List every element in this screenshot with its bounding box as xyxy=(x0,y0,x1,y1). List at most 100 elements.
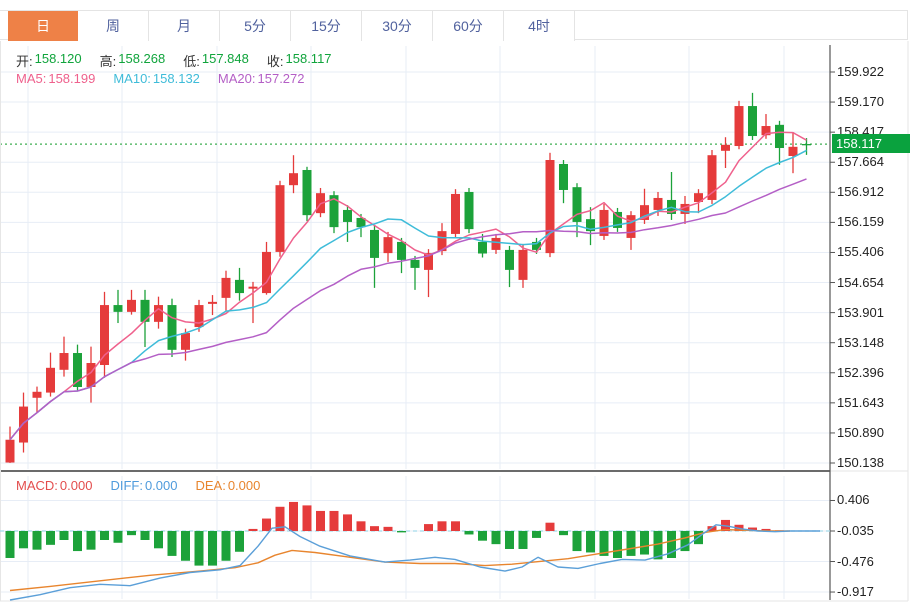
candle-body xyxy=(140,299,150,322)
macd-bar xyxy=(140,531,150,540)
macd-bar xyxy=(208,531,217,566)
candle-body xyxy=(329,195,339,228)
tab-5min[interactable]: 5分 xyxy=(220,11,291,41)
tab-day[interactable]: 日 xyxy=(8,11,78,41)
tab-month[interactable]: 月 xyxy=(149,11,220,41)
candle-body xyxy=(181,333,190,350)
ma10-line xyxy=(9,149,807,441)
macd-bar xyxy=(343,514,352,531)
candle-body xyxy=(464,191,474,230)
macd-bar xyxy=(397,531,406,533)
candle-body xyxy=(788,146,798,157)
macd-bar xyxy=(73,531,82,552)
tab-60min[interactable]: 60分 xyxy=(433,11,504,41)
candle-body xyxy=(775,124,784,149)
macd-bar xyxy=(437,521,447,531)
macd-bar xyxy=(248,528,258,531)
macd-bar xyxy=(626,531,636,556)
candle-body xyxy=(640,205,649,220)
candle-body xyxy=(694,193,703,202)
candle-body xyxy=(127,299,136,312)
candle-body xyxy=(505,249,514,270)
macd-bar xyxy=(86,531,96,550)
macd-bar xyxy=(127,531,136,536)
tab-4hour[interactable]: 4时 xyxy=(504,11,575,41)
macd-bar xyxy=(478,531,487,541)
candle-body xyxy=(113,305,123,312)
candle-body xyxy=(410,259,420,268)
candle-body xyxy=(572,187,582,222)
candle-body xyxy=(437,231,447,252)
macd-bar xyxy=(532,531,541,538)
macd-bar xyxy=(59,531,69,540)
candle-body xyxy=(154,305,163,322)
macd-bar xyxy=(707,526,717,531)
candle-body xyxy=(586,219,595,232)
candle-body xyxy=(208,301,217,304)
macd-bar xyxy=(262,518,271,531)
candle-body xyxy=(721,144,730,151)
candle-body xyxy=(653,197,663,210)
candle-body xyxy=(86,363,96,387)
candle-body xyxy=(545,159,555,254)
candle-body xyxy=(599,209,609,236)
candle-body xyxy=(370,229,379,258)
macd-bar xyxy=(613,531,622,558)
macd-bar xyxy=(221,531,231,561)
macd-bar xyxy=(491,531,501,545)
macd-bar xyxy=(46,531,55,545)
candle-body xyxy=(613,211,622,228)
candle-body xyxy=(356,217,366,228)
candle-body xyxy=(262,251,271,294)
candle-body xyxy=(19,406,28,443)
candle-body xyxy=(248,286,258,289)
tab-15min[interactable]: 15分 xyxy=(291,11,362,41)
macd-bar xyxy=(680,531,690,552)
macd-bar xyxy=(761,528,771,531)
macd-bar xyxy=(370,526,379,531)
tab-week[interactable]: 周 xyxy=(78,11,149,41)
macd-bar xyxy=(748,527,757,531)
macd-bar xyxy=(518,531,528,549)
macd-bar xyxy=(316,510,325,531)
diff-line xyxy=(9,524,820,601)
macd-bar xyxy=(113,531,123,543)
tab-30min[interactable]: 30分 xyxy=(362,11,433,41)
candle-body xyxy=(478,241,487,254)
macd-bar xyxy=(235,531,244,552)
macd-bar xyxy=(599,531,609,556)
candle-body xyxy=(32,391,42,398)
macd-bar xyxy=(383,526,393,531)
macd-bar xyxy=(640,531,649,555)
candle-body xyxy=(383,237,393,254)
candle-body xyxy=(73,353,82,387)
macd-bar xyxy=(100,531,109,540)
candle-body xyxy=(5,439,15,463)
macd-bar xyxy=(181,531,190,561)
macd-bar xyxy=(19,531,28,549)
macd-bar xyxy=(653,531,663,560)
macd-bar xyxy=(329,510,339,531)
candle-body xyxy=(559,163,568,190)
macd-bar xyxy=(424,524,433,531)
candle-body xyxy=(289,173,298,186)
macd-bar xyxy=(667,531,676,558)
macd-bar xyxy=(5,531,15,558)
candle-body xyxy=(424,253,433,270)
macd-bar xyxy=(545,522,555,531)
macd-bar xyxy=(194,531,204,566)
macd-bar xyxy=(275,506,285,531)
ma20-line xyxy=(9,178,807,441)
macd-bar xyxy=(154,531,163,549)
macd-bar xyxy=(289,501,298,531)
candle-body xyxy=(194,305,204,328)
candle-body xyxy=(761,126,771,136)
macd-bar xyxy=(167,531,177,556)
candle-body xyxy=(167,305,177,350)
candle-body xyxy=(734,106,744,147)
candle-body xyxy=(532,241,541,250)
macd-bar xyxy=(302,505,312,531)
period-tab-bar: 日周月 5分 15分 30分 60分 4时 xyxy=(0,10,908,41)
candle-body xyxy=(275,185,285,252)
